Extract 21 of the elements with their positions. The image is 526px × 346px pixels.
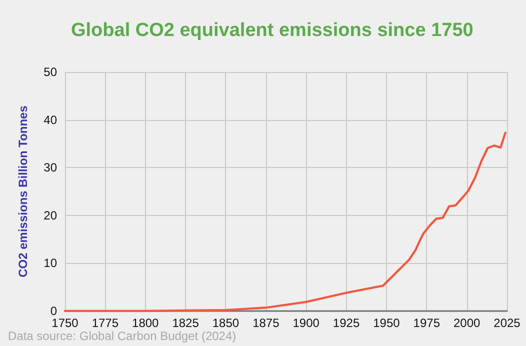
y-tick-label: 50 — [44, 65, 58, 79]
x-tick-label: 1750 — [52, 316, 79, 330]
source-note: Data source: Global Carbon Budget (2024) — [8, 329, 236, 343]
x-tick-label: 2025 — [494, 316, 521, 330]
x-tick-label: 1950 — [373, 316, 400, 330]
y-tick-label: 30 — [44, 160, 58, 175]
x-tick-label: 1800 — [132, 316, 160, 330]
chart-title: Global CO2 equivalent emissions since 1750 — [71, 20, 474, 41]
y-tick-label: 0 — [50, 304, 58, 318]
x-tick-label: 1925 — [332, 316, 360, 330]
y-tick-label: 40 — [44, 112, 58, 127]
x-tick-label: 1850 — [212, 316, 240, 330]
y-tick-label: 20 — [44, 208, 58, 222]
y-axis-title: CO2 emissions Billion Tonnes — [16, 105, 30, 278]
x-tick-label: 1975 — [413, 316, 440, 330]
x-tick-label: 2000 — [453, 316, 480, 330]
y-tick-label: 10 — [44, 256, 58, 270]
x-tick-label: 1825 — [172, 316, 200, 330]
x-tick-label: 1875 — [252, 316, 280, 330]
x-tick-label: 1900 — [292, 316, 320, 330]
x-tick-label: 1775 — [92, 316, 119, 330]
